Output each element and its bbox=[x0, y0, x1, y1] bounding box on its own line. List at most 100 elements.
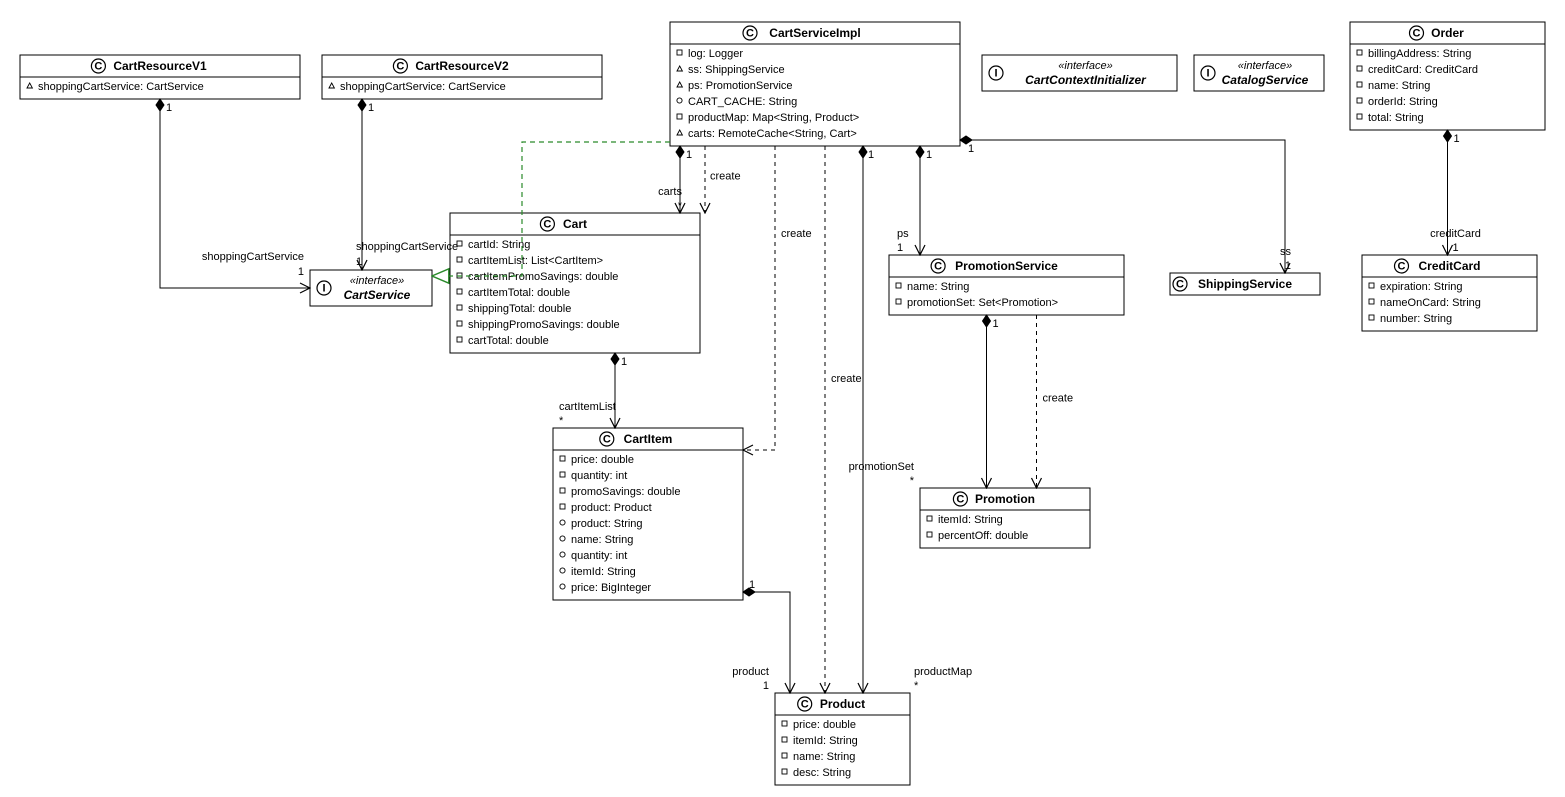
attribute: cartItemTotal: double bbox=[468, 287, 570, 299]
class-name: CartContextInitializer bbox=[1025, 73, 1147, 87]
edge-label: creditCard bbox=[1430, 228, 1481, 240]
class-cartItem: CCartItemprice: doublequantity: intpromo… bbox=[553, 428, 743, 600]
edge-label: 1 bbox=[356, 256, 362, 268]
attribute: log: Logger bbox=[688, 48, 743, 60]
edge-label: promotionSet bbox=[849, 461, 914, 473]
attribute: product: Product bbox=[571, 502, 652, 514]
attribute: orderId: String bbox=[1368, 96, 1438, 108]
class-creditCard: C CreditCard expiration: String nameOnCard:… bbox=[1362, 255, 1537, 331]
attribute: CART_CACHE: String bbox=[688, 96, 797, 108]
svg-text:C: C bbox=[1176, 279, 1184, 291]
edge-label: * bbox=[678, 200, 683, 212]
attribute: itemId: String bbox=[571, 566, 636, 578]
attribute: percentOff: double bbox=[938, 530, 1028, 542]
attribute: cartItemList: List<CartItem> bbox=[468, 255, 603, 267]
attribute: quantity: int bbox=[571, 550, 627, 562]
edge-label: * bbox=[910, 475, 915, 487]
attribute: cartId: String bbox=[468, 239, 530, 251]
attribute: cartTotal: double bbox=[468, 335, 549, 347]
edge-label: 1 bbox=[993, 318, 999, 330]
edge-label: * bbox=[559, 415, 564, 427]
attribute: price: double bbox=[793, 719, 856, 731]
class-name: Cart bbox=[563, 217, 587, 231]
attribute: itemId: String bbox=[793, 735, 858, 747]
svg-text:C: C bbox=[543, 219, 551, 231]
svg-text:I: I bbox=[994, 68, 997, 80]
attribute: quantity: int bbox=[571, 470, 627, 482]
class-cartResourceV2: CCartResourceV2shoppingCartService: Cart… bbox=[322, 55, 602, 99]
edge-label: 1 bbox=[926, 149, 932, 161]
class-cart: C Cart cartId: String cartItemList: List<Ca… bbox=[450, 213, 700, 353]
class-name: CartService bbox=[344, 288, 411, 302]
attribute: creditCard: CreditCard bbox=[1368, 64, 1478, 76]
attribute: name: String bbox=[571, 534, 633, 546]
class-product: C Product price: double itemId: String name:… bbox=[775, 693, 910, 785]
attribute: name: String bbox=[907, 281, 969, 293]
attribute: promoSavings: double bbox=[571, 486, 680, 498]
class-promotionService: C PromotionService name: String promotionSe… bbox=[889, 255, 1124, 315]
edge-label: ss bbox=[1280, 246, 1292, 258]
class-name: CartResourceV2 bbox=[415, 59, 509, 73]
svg-text:C: C bbox=[603, 434, 611, 446]
edge-label: 1 bbox=[1285, 260, 1291, 272]
edge-label: product bbox=[732, 666, 769, 678]
svg-text:«interface»: «interface» bbox=[350, 275, 404, 287]
edge-label: 1 bbox=[368, 102, 374, 114]
class-name: Order bbox=[1431, 26, 1464, 40]
svg-text:C: C bbox=[94, 61, 102, 73]
class-order: C Order billingAddress: String creditCard: … bbox=[1350, 22, 1545, 130]
edge-label: * bbox=[914, 680, 919, 692]
attribute: shippingPromoSavings: double bbox=[468, 319, 620, 331]
class-name: CartItem bbox=[624, 432, 673, 446]
attribute: name: String bbox=[1368, 80, 1430, 92]
attribute: desc: String bbox=[793, 767, 851, 779]
svg-text:C: C bbox=[1413, 28, 1421, 40]
class-name: CreditCard bbox=[1418, 259, 1480, 273]
attribute: promotionSet: Set<Promotion> bbox=[907, 297, 1058, 309]
edge-label: create bbox=[1043, 393, 1074, 405]
attribute: shippingTotal: double bbox=[468, 303, 571, 315]
edge-label: 1 bbox=[686, 149, 692, 161]
class-cartService: I«interface»CartService bbox=[310, 270, 432, 306]
class-catalogService: I«interface»CatalogService bbox=[1194, 55, 1324, 91]
edge-label: 1 bbox=[868, 149, 874, 161]
edge-label: carts bbox=[658, 186, 682, 198]
edge-label: cartItemList bbox=[559, 401, 616, 413]
class-name: PromotionService bbox=[955, 259, 1058, 273]
class-shippingService: C ShippingService bbox=[1170, 273, 1320, 295]
attribute: productMap: Map<String, Product> bbox=[688, 112, 859, 124]
class-cartResourceV1: CCartResourceV1shoppingCartService: Cart… bbox=[20, 55, 300, 99]
edge-label: 1 bbox=[1454, 133, 1460, 145]
attribute: expiration: String bbox=[1380, 281, 1463, 293]
attribute: shoppingCartService: CartService bbox=[340, 81, 506, 93]
class-name: CartResourceV1 bbox=[113, 59, 207, 73]
edge-label: 1 bbox=[897, 242, 903, 254]
attribute: billingAddress: String bbox=[1368, 48, 1471, 60]
edge-label: 1 bbox=[968, 143, 974, 155]
svg-text:«interface»: «interface» bbox=[1238, 60, 1292, 72]
attribute: price: BigInteger bbox=[571, 582, 651, 594]
svg-text:C: C bbox=[1398, 261, 1406, 273]
class-name: ShippingService bbox=[1198, 277, 1292, 291]
edge-label: 1 bbox=[749, 579, 755, 591]
attribute: cartItemPromoSavings: double bbox=[468, 271, 618, 283]
svg-text:C: C bbox=[801, 699, 809, 711]
attribute: itemId: String bbox=[938, 514, 1003, 526]
edge-label: 1 bbox=[763, 680, 769, 692]
attribute: carts: RemoteCache<String, Cart> bbox=[688, 128, 857, 140]
edge-label: 1 bbox=[166, 102, 172, 114]
edge-label: create bbox=[831, 373, 862, 385]
attribute: total: String bbox=[1368, 112, 1424, 124]
attribute: ss: ShippingService bbox=[688, 64, 785, 76]
attribute: nameOnCard: String bbox=[1380, 297, 1481, 309]
svg-text:C: C bbox=[746, 28, 754, 40]
class-name: Product bbox=[820, 697, 865, 711]
svg-text:C: C bbox=[956, 494, 964, 506]
svg-text:C: C bbox=[934, 261, 942, 273]
edge-label: shoppingCartService bbox=[356, 241, 458, 253]
class-promotion: CPromotionitemId: StringpercentOff: doub… bbox=[920, 488, 1090, 548]
edge-label: productMap bbox=[914, 666, 972, 678]
class-name: CartServiceImpl bbox=[769, 26, 860, 40]
class-cartContextInitializer: I«interface»CartContextInitializer bbox=[982, 55, 1177, 91]
attribute: name: String bbox=[793, 751, 855, 763]
